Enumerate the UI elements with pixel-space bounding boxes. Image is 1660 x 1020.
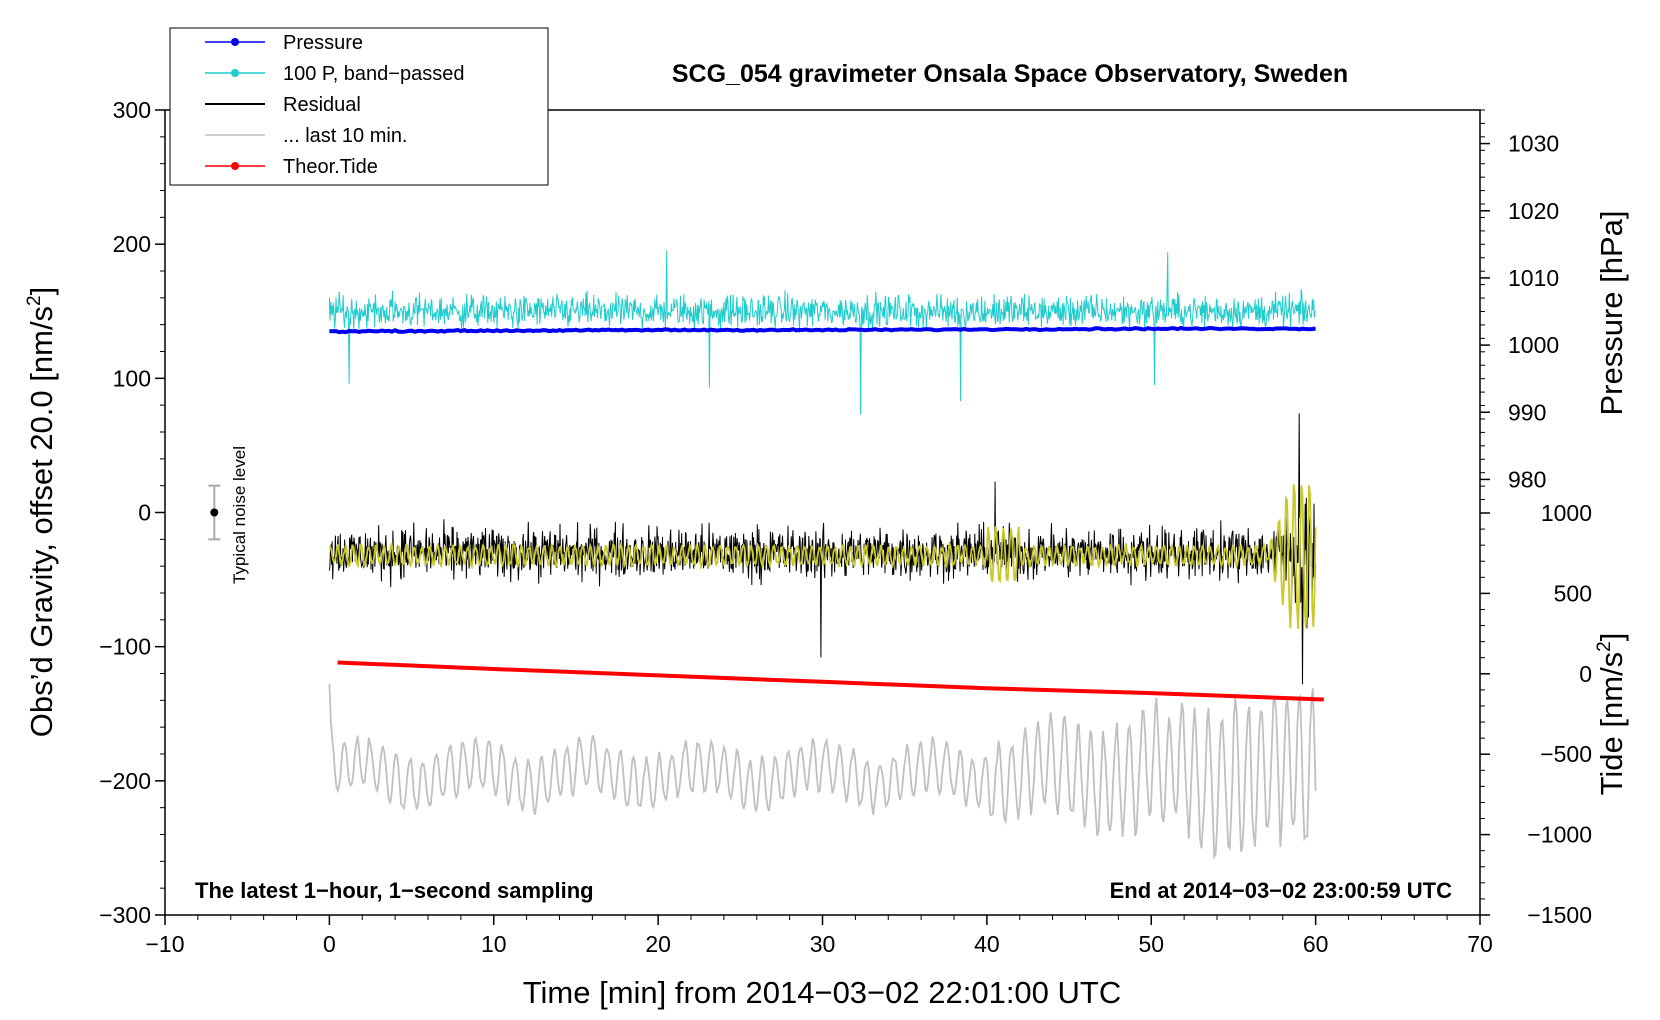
y-axis-tide-title: Tide [nm/s2] (1594, 633, 1629, 796)
series-theor-tide (337, 660, 1324, 702)
y-tick-label: 100 (113, 365, 151, 391)
y-axis-left-title-end: ] (24, 287, 59, 296)
series-band-passed (328, 250, 1317, 415)
legend: Pressure 100 P, band−passed Residual ... la… (169, 27, 549, 186)
y-tick-label: −100 (99, 634, 151, 660)
tide-tick-label: −1000 (1527, 822, 1592, 848)
legend-marker (231, 38, 239, 46)
series-layer (328, 250, 1324, 860)
series-residual-filtered (328, 484, 1317, 629)
pressure-tick-label: 1030 (1508, 131, 1559, 157)
tide-tick-label: 0 (1579, 661, 1592, 687)
x-axis-title: Time [min] from 2014−03−02 22:01:00 UTC (523, 975, 1122, 1010)
chart-title: SCG_054 gravimeter Onsala Space Observat… (672, 60, 1348, 88)
legend-label: Theor.Tide (283, 156, 378, 178)
pressure-tick-label: 1000 (1508, 332, 1559, 358)
tide-tick-label: 1000 (1541, 500, 1592, 526)
y-axis-left-title: Obs’d Gravity, offset 20.0 [nm/s2] (24, 287, 59, 738)
legend-label: Pressure (283, 32, 363, 54)
legend-box (169, 27, 549, 186)
pressure-tick-label: 980 (1508, 466, 1546, 492)
pressure-tick-label: 1020 (1508, 198, 1559, 224)
axes-layer: −10 0 10 20 30 40 50 60 70−300−200−1000100200300… (99, 97, 1592, 957)
y-tick-label: −300 (99, 902, 151, 928)
y-axis-tide-title-text: Tide [nm/s (1594, 652, 1629, 796)
y-axis-tide-title-sup: 2 (1594, 641, 1615, 652)
y-axis-left-title-text: Obs’d Gravity, offset 20.0 [nm/s (24, 306, 59, 737)
pressure-tick-label: 1010 (1508, 265, 1559, 291)
y-axis-tide-title-end: ] (1594, 633, 1629, 642)
x-tick-label: −10 (145, 931, 184, 957)
x-tick-label: 50 (1138, 931, 1164, 957)
y-axis-pressure-title: Pressure [hPa] (1594, 210, 1629, 415)
legend-marker (231, 162, 239, 170)
pressure-tick-label: 990 (1508, 399, 1546, 425)
x-tick-label: 20 (645, 931, 671, 957)
legend-label: 100 P, band−passed (283, 63, 464, 85)
annotation-end-time: End at 2014−03−02 23:00:59 UTC (1110, 878, 1453, 903)
tide-tick-label: −1500 (1527, 902, 1592, 928)
x-tick-label: 10 (481, 931, 507, 957)
y-tick-label: 0 (138, 500, 151, 526)
y-axis-left-title-sup: 2 (24, 295, 45, 306)
tide-tick-label: −500 (1540, 741, 1592, 767)
tide-tick-label: 500 (1554, 580, 1592, 606)
x-tick-label: 70 (1467, 931, 1493, 957)
series-pressure (329, 325, 1316, 335)
x-tick-label: 0 (323, 931, 336, 957)
y-tick-label: 200 (113, 231, 151, 257)
legend-label: Residual (283, 94, 361, 116)
noise-point (210, 508, 219, 517)
legend-label: ... last 10 min. (283, 125, 408, 147)
annotation-sampling: The latest 1−hour, 1−second sampling (195, 878, 594, 903)
x-tick-label: 60 (1303, 931, 1329, 957)
x-tick-label: 30 (810, 931, 836, 957)
y-tick-label: −200 (99, 768, 151, 794)
series-last-10-min (328, 684, 1317, 860)
noise-marker: Typical noise level (208, 446, 249, 584)
x-tick-label: 40 (974, 931, 1000, 957)
legend-marker (231, 69, 239, 77)
noise-label: Typical noise level (230, 446, 249, 584)
y-tick-label: 300 (113, 97, 151, 123)
series-residual (328, 413, 1317, 685)
